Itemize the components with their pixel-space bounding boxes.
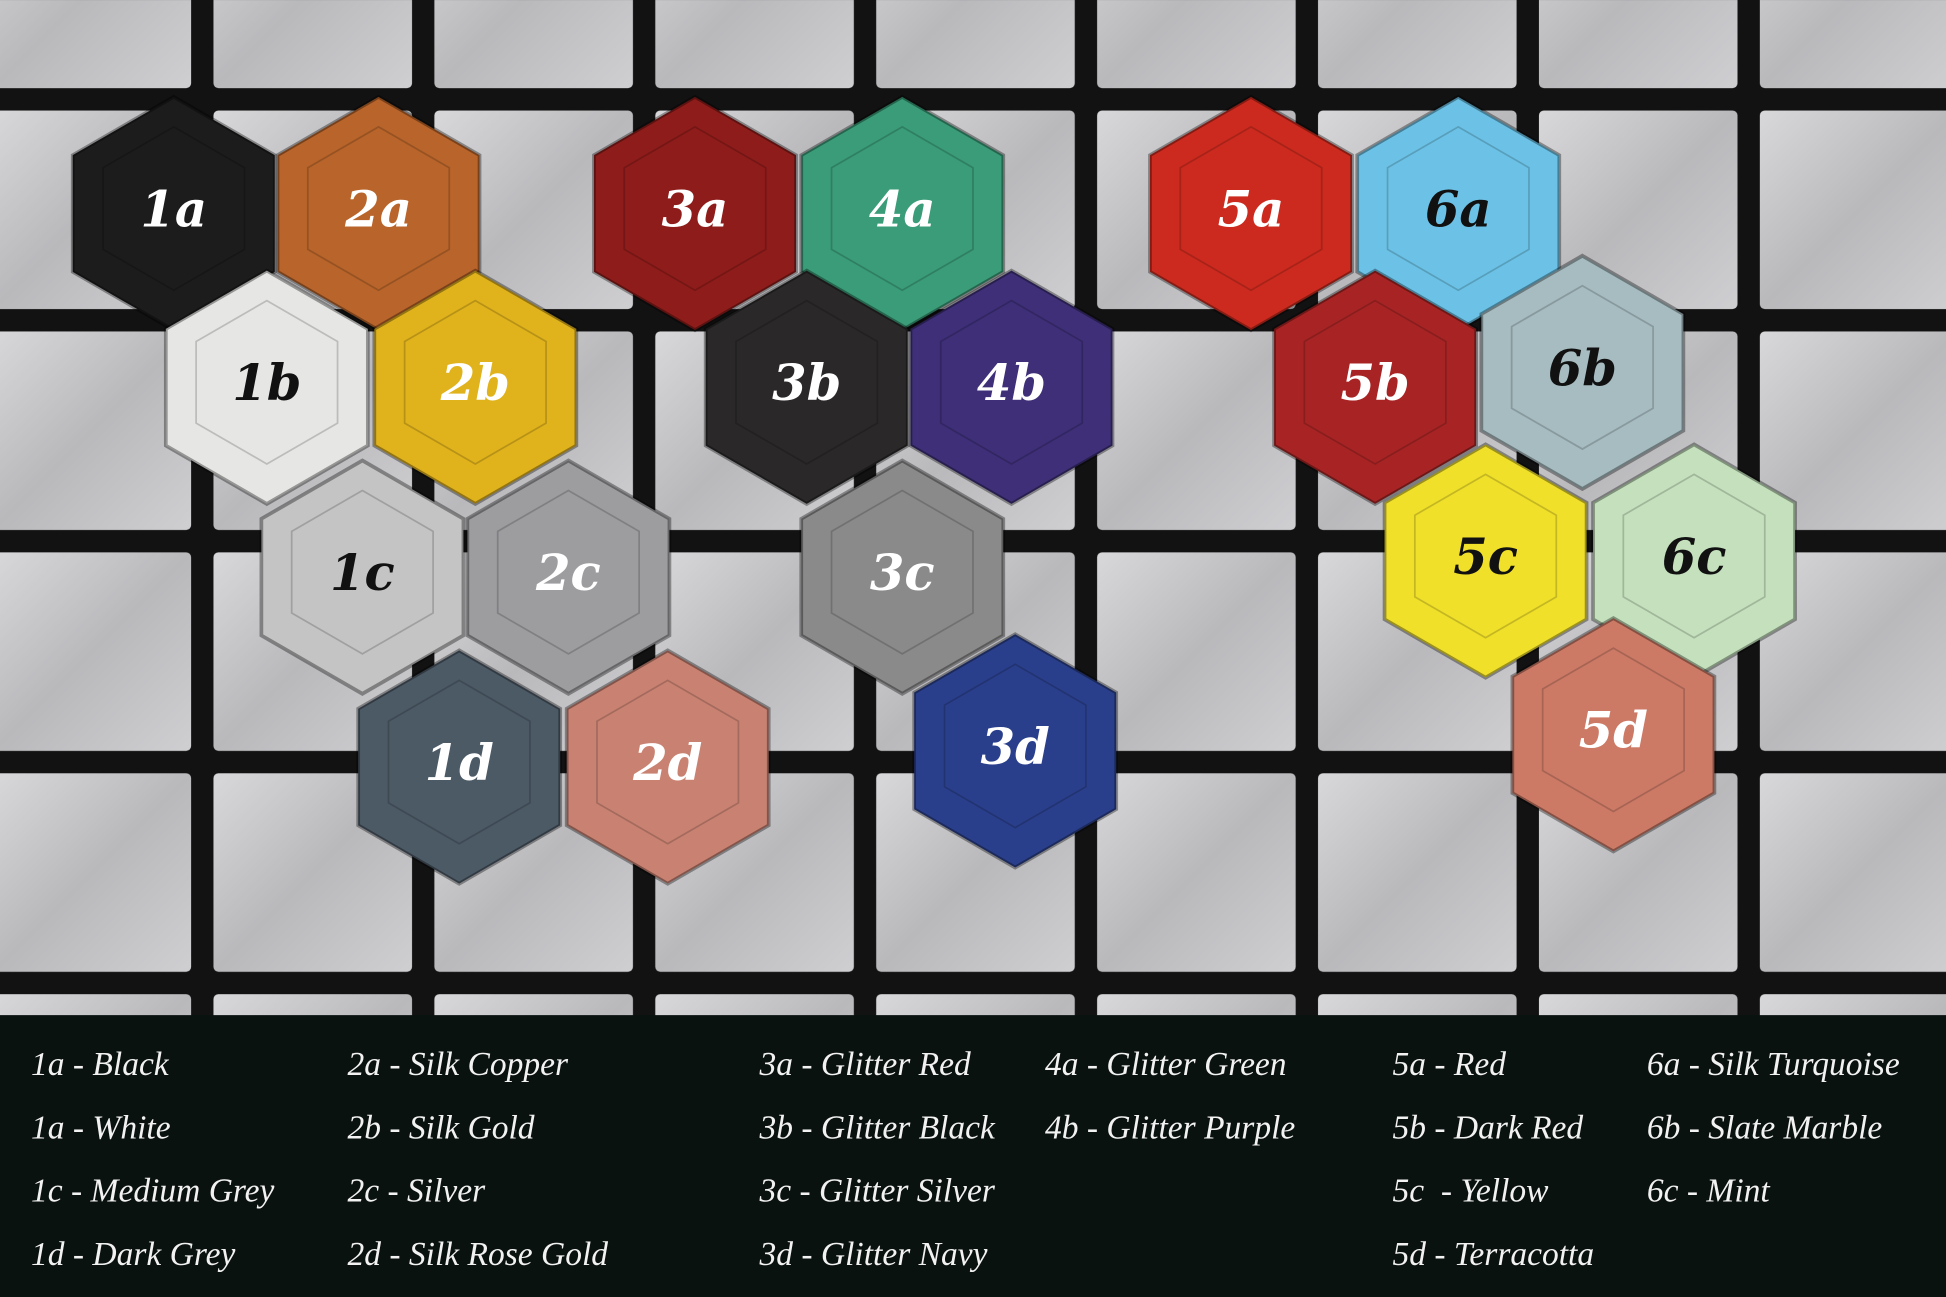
legend-entry: 1a - White: [31, 1109, 171, 1146]
hex-label: 2c: [535, 543, 601, 602]
star-emboss: [496, 489, 640, 655]
legend: 1a - Black 1a - White 1c - Medium Grey 1d -…: [31, 1046, 1900, 1273]
legend-entry: 1d - Dark Grey: [31, 1236, 235, 1273]
hex-label: 1b: [232, 353, 301, 412]
hex-tile: [163, 268, 370, 507]
legend-entry: 3a - Glitter Red: [759, 1046, 971, 1083]
legend-entry: 3d - Glitter Navy: [759, 1236, 988, 1273]
hex-label: 3a: [662, 180, 729, 239]
hex-label: 5b: [1340, 353, 1409, 412]
hex-group: 1a 2a 1b 2b 1c 2c 1d 2d 3a 4a 3b 4b 3c 3d 5a 6a 5b 6b 5c 6c…: [70, 94, 1797, 886]
legend-entry: 5b - Dark Red: [1392, 1109, 1583, 1146]
legend-entry: 6c - Mint: [1647, 1173, 1770, 1210]
star-emboss: [195, 299, 339, 465]
hex-label: 6b: [1548, 338, 1617, 397]
star-emboss: [943, 663, 1087, 829]
hex-label: 2a: [344, 180, 412, 239]
star-emboss: [596, 679, 740, 845]
legend-entry: 2a - Silk Copper: [348, 1046, 569, 1083]
legend-entry: 6b - Slate Marble: [1647, 1109, 1883, 1146]
hex-tile: [259, 458, 466, 696]
hex-tile: [372, 268, 579, 507]
legend-band: [0, 1015, 1946, 1297]
star-emboss: [102, 125, 246, 292]
star-emboss: [1179, 125, 1323, 292]
legend-entry: 6a - Silk Turquoise: [1647, 1046, 1900, 1083]
hex-tile: [564, 648, 771, 886]
legend-entry: 2b - Silk Gold: [348, 1109, 535, 1146]
legend-entry: 2d - Silk Rose Gold: [348, 1236, 609, 1273]
star-emboss: [1510, 284, 1654, 451]
star-emboss: [1413, 473, 1558, 639]
star-emboss: [387, 679, 531, 845]
hex-label: 1d: [425, 733, 494, 792]
star-emboss: [1303, 299, 1447, 465]
hex-label: 2b: [440, 353, 510, 412]
legend-entry: 5c - Yellow: [1392, 1173, 1549, 1210]
star-emboss: [939, 299, 1084, 465]
star-emboss: [830, 489, 974, 655]
legend-entry: 4b - Glitter Purple: [1045, 1109, 1295, 1146]
legend-entry: 1a - Black: [31, 1046, 170, 1083]
hex-label: 6c: [1662, 527, 1727, 586]
hex-label: 3b: [772, 353, 841, 412]
star-emboss: [306, 125, 451, 292]
hex-tile: [799, 458, 1006, 696]
hex-tile: [908, 268, 1115, 507]
hex-label: 5a: [1218, 180, 1285, 239]
hex-tile: [1148, 94, 1354, 333]
star-emboss: [1541, 647, 1685, 813]
legend-entry: 5a - Red: [1392, 1046, 1506, 1083]
hex-label: 1a: [140, 180, 207, 239]
legend-entry: 3b - Glitter Black: [759, 1109, 996, 1146]
star-emboss: [735, 299, 879, 465]
hex-label: 5c: [1453, 527, 1518, 586]
hex-tile: [356, 648, 563, 886]
star-emboss: [403, 299, 547, 465]
hex-label: 3d: [981, 717, 1050, 776]
hex-tile: [703, 268, 910, 507]
hex-label: 1c: [330, 543, 395, 602]
star-emboss: [290, 489, 434, 655]
hex-tile: [1479, 253, 1686, 492]
hex-label: 5d: [1579, 701, 1648, 760]
hex-tile: [1510, 615, 1717, 854]
hex-label: 4a: [869, 180, 936, 239]
legend-entry: 3c - Glitter Silver: [759, 1173, 996, 1210]
legend-entry: 1c - Medium Grey: [31, 1173, 275, 1210]
legend-entry: 2c - Silver: [348, 1173, 487, 1210]
star-emboss: [830, 125, 974, 292]
hex-label: 3c: [870, 543, 935, 602]
star-emboss: [1386, 125, 1530, 292]
hex-tile: [592, 94, 798, 333]
hex-label: 4b: [977, 353, 1046, 412]
hex-label: 6a: [1425, 180, 1492, 239]
legend-entry: 5d - Terracotta: [1392, 1236, 1594, 1273]
hex-tile: [465, 458, 672, 696]
star-emboss: [623, 125, 767, 292]
hex-label: 2d: [632, 733, 702, 792]
hex-tile: [1382, 442, 1589, 680]
hex-tile: [1272, 268, 1478, 507]
hex-tile: [912, 632, 1119, 870]
star-emboss: [1622, 473, 1766, 639]
legend-entry: 4a - Glitter Green: [1045, 1046, 1287, 1083]
